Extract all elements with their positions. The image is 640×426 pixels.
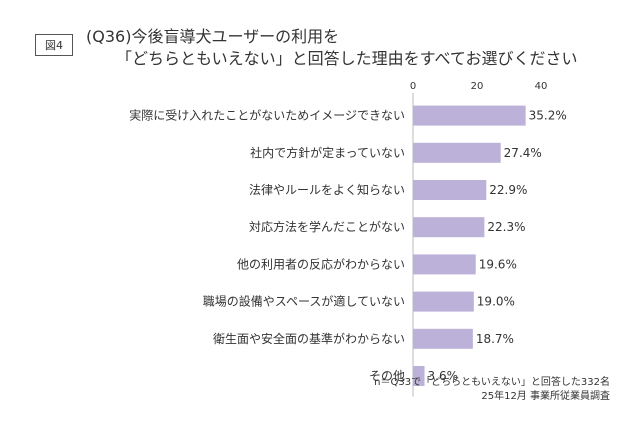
- bar: [413, 366, 425, 386]
- bars-group: 実際に受け入れたことがないためイメージできない 35.2% 社内で方針が定まっていな…: [129, 105, 567, 386]
- bar: [413, 105, 526, 126]
- category-label: 対応方法を学んだことがない: [249, 219, 405, 234]
- x-tick-label: 40: [535, 81, 548, 92]
- footnote: n＝Q33で「どちらともいえない」と回答した332名 25年12月 事業所従業員…: [374, 376, 610, 404]
- value-label: 35.2%: [529, 109, 567, 123]
- figure-number-tag: 図4: [35, 34, 73, 56]
- value-label: 3.6%: [428, 369, 459, 383]
- bar: [413, 254, 476, 275]
- chart-title: (Q36)今後盲導犬ユーザーの利用を 「どちらともいえない」と回答した理由をすべ…: [86, 26, 626, 70]
- category-label: 社内で方針が定まっていない: [250, 145, 405, 160]
- x-axis-ticks: 0 20 40: [410, 81, 548, 92]
- footnote-source: 25年12月 事業所従業員調査: [481, 391, 610, 402]
- category-label: 法律やルールをよく知らない: [249, 183, 405, 197]
- footnote-sample: n＝Q33で「どちらともいえない」と回答した332名: [374, 377, 610, 388]
- bar: [413, 142, 501, 163]
- category-label: 他の利用者の反応がわからない: [237, 256, 405, 271]
- category-label: 実際に受け入れたことがないためイメージできない: [129, 108, 405, 123]
- bar: [413, 291, 474, 312]
- category-label: 衛生面や安全面の基準がわからない: [213, 331, 405, 346]
- category-label: その他: [369, 369, 405, 383]
- value-label: 22.9%: [489, 183, 527, 197]
- chart-title-line-1: (Q36)今後盲導犬ユーザーの利用を: [86, 27, 340, 46]
- bar: [413, 180, 487, 200]
- x-tick-label: 20: [471, 81, 484, 92]
- chart-title-line-2: 「どちらともいえない」と回答した理由をすべてお選びください: [116, 49, 578, 68]
- bar: [413, 328, 473, 349]
- value-label: 22.3%: [487, 220, 525, 234]
- value-label: 19.0%: [477, 295, 515, 309]
- value-label: 27.4%: [504, 146, 542, 160]
- category-label: 職場の設備やスペースが適していない: [203, 294, 405, 309]
- value-label: 18.7%: [476, 332, 514, 346]
- x-tick-label: 0: [410, 81, 416, 92]
- bar: [413, 217, 485, 238]
- value-label: 19.6%: [479, 257, 517, 271]
